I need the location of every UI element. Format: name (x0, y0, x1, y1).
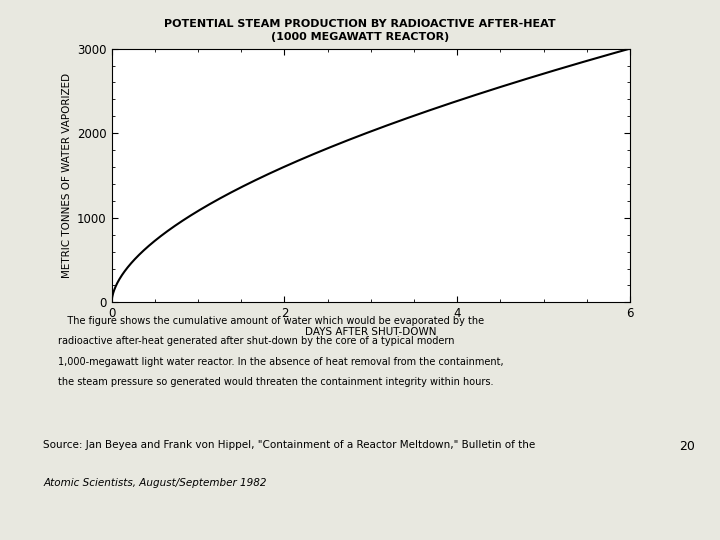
Text: 1,000-megawatt light water reactor. In the absence of heat removal from the cont: 1,000-megawatt light water reactor. In t… (58, 357, 503, 367)
Text: (1000 MEGAWATT REACTOR): (1000 MEGAWATT REACTOR) (271, 32, 449, 43)
Text: Source: Jan Beyea and Frank von Hippel, "Containment of a Reactor Meltdown," Bul: Source: Jan Beyea and Frank von Hippel, … (43, 440, 536, 450)
Text: POTENTIAL STEAM PRODUCTION BY RADIOACTIVE AFTER-HEAT: POTENTIAL STEAM PRODUCTION BY RADIOACTIV… (164, 19, 556, 29)
Y-axis label: METRIC TONNES OF WATER VAPORIZED: METRIC TONNES OF WATER VAPORIZED (61, 73, 71, 278)
Text: Atomic Scientists, August/September 1982: Atomic Scientists, August/September 1982 (43, 478, 266, 488)
Text: the steam pressure so generated would threaten the containment integrity within : the steam pressure so generated would th… (58, 377, 493, 388)
Text: 20: 20 (679, 440, 695, 453)
Text: The figure shows the cumulative amount of water which would be evaporated by the: The figure shows the cumulative amount o… (58, 316, 484, 326)
X-axis label: DAYS AFTER SHUT-DOWN: DAYS AFTER SHUT-DOWN (305, 327, 436, 337)
Text: radioactive after-heat generated after shut-down by the core of a typical modern: radioactive after-heat generated after s… (58, 336, 454, 347)
